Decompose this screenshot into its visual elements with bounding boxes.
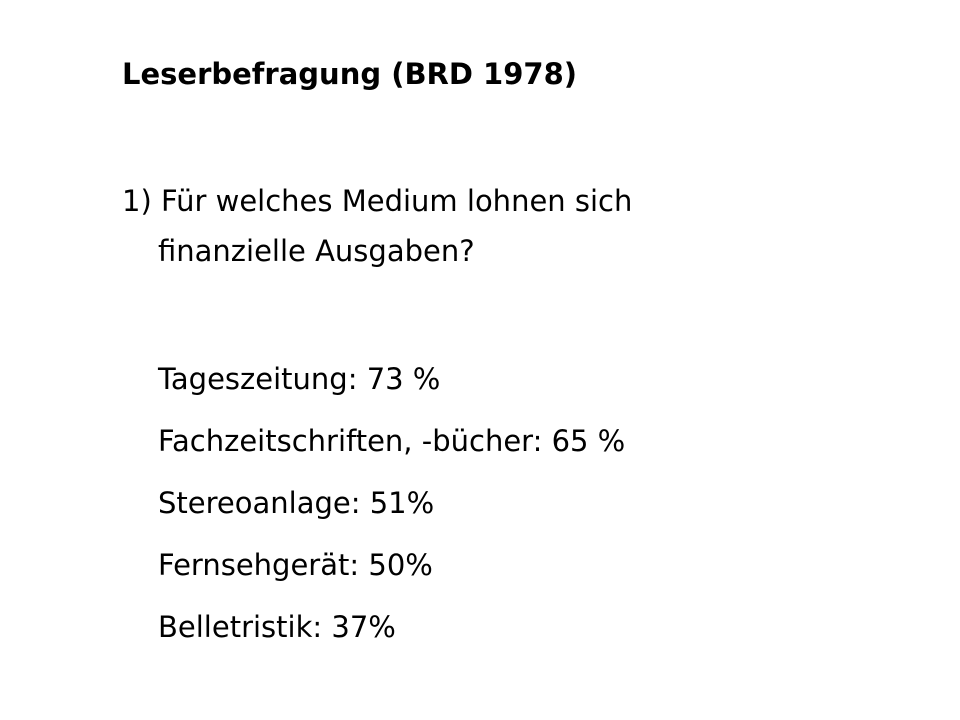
question-line-2: finanzielle Ausgaben? bbox=[158, 234, 475, 268]
list-item-stereoanlage: Stereoanlage: 51% bbox=[158, 486, 435, 520]
list-item-fernsehgeraet: Fernsehgerät: 50% bbox=[158, 548, 433, 582]
list-item-belletristik: Belletristik: 37% bbox=[158, 610, 396, 644]
results-list: Tageszeitung: 73 % Fachzeitschriften, -b… bbox=[158, 354, 625, 664]
list-item-fachzeitschriften: Fachzeitschriften, -bücher: 65 % bbox=[158, 424, 626, 458]
list-item-tageszeitung: Tageszeitung: 73 % bbox=[158, 362, 441, 396]
question-text: 1) Für welches Medium lohnen sich finanz… bbox=[122, 176, 632, 276]
slide-title: Leserbefragung (BRD 1978) bbox=[122, 57, 578, 91]
question-line-1: 1) Für welches Medium lohnen sich bbox=[122, 184, 633, 218]
